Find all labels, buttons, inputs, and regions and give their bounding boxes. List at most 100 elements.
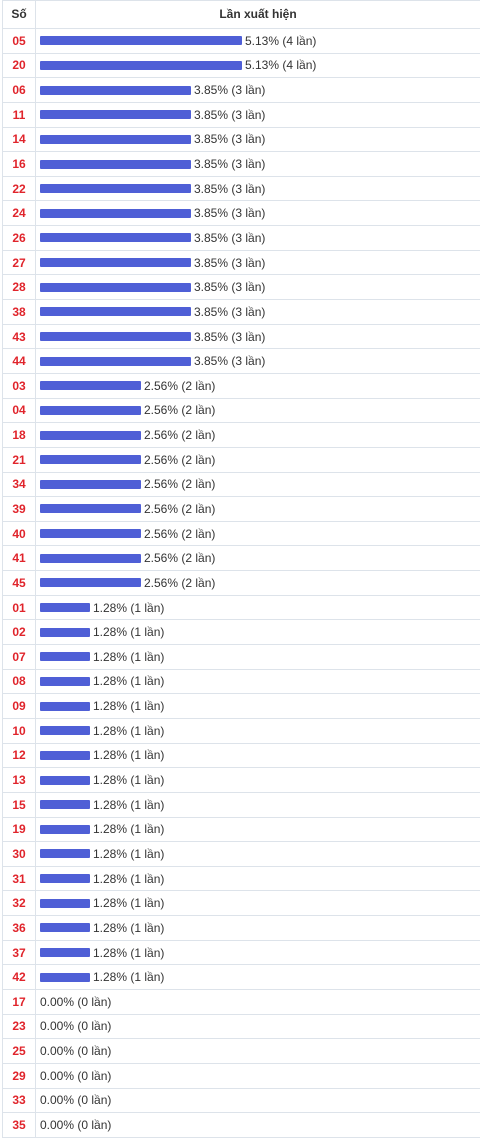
table-row: 10 1.28% (1 lần): [3, 718, 480, 744]
frequency-bar: [40, 381, 141, 391]
row-number: 24: [3, 201, 36, 226]
row-bar-cell: 0.00% (0 lần): [36, 1113, 480, 1137]
row-bar-cell: 1.28% (1 lần): [36, 842, 480, 866]
row-bar-cell: 3.85% (3 lần): [36, 152, 480, 176]
frequency-bar: [40, 701, 90, 711]
bar-label: 0.00% (0 lần): [40, 1093, 112, 1108]
bar-label: 3.85% (3 lần): [194, 329, 266, 344]
table-row: 40 2.56% (2 lần): [3, 521, 480, 547]
table-row: 13 1.28% (1 lần): [3, 768, 480, 793]
frequency-bar: [40, 85, 191, 95]
row-bar-cell: 3.85% (3 lần): [36, 300, 480, 324]
table-row: 28 3.85% (3 lần): [3, 275, 480, 301]
frequency-bar: [40, 356, 191, 366]
table-row: 38 3.85% (3 lần): [3, 300, 480, 325]
bar-label: 1.28% (1 lần): [93, 871, 165, 886]
row-bar-cell: 1.28% (1 lần): [36, 891, 480, 915]
row-bar-cell: 1.28% (1 lần): [36, 867, 480, 891]
bar-label: 1.28% (1 lần): [93, 625, 165, 640]
table-row: 33 0.00% (0 lần): [3, 1088, 480, 1114]
row-bar-cell: 1.28% (1 lần): [36, 916, 480, 940]
table-row: 16 3.85% (3 lần): [3, 152, 480, 177]
row-number: 11: [3, 102, 36, 127]
bar-label: 1.28% (1 lần): [93, 674, 165, 689]
frequency-bar: [40, 603, 90, 613]
bar-label: 2.56% (2 lần): [144, 378, 216, 393]
row-bar-cell: 1.28% (1 lần): [36, 818, 480, 842]
table-row: 29 0.00% (0 lần): [3, 1063, 480, 1089]
frequency-bar: [40, 405, 141, 415]
frequency-bar: [40, 800, 90, 810]
frequency-bar: [40, 972, 90, 982]
row-bar-cell: 1.28% (1 lần): [36, 768, 480, 792]
row-bar-cell: 3.85% (3 lần): [36, 128, 480, 152]
table-row: 03 2.56% (2 lần): [3, 373, 480, 399]
frequency-bar: [40, 455, 141, 465]
bar-label: 1.28% (1 lần): [93, 600, 165, 615]
row-number: 27: [3, 250, 36, 275]
row-number: 10: [3, 718, 36, 743]
table-body: 05 5.13% (4 lần) 20 5.13% (4 lần) 06 3.85% (3…: [3, 29, 480, 1138]
table-row: 15 1.28% (1 lần): [3, 792, 480, 818]
table-row: 11 3.85% (3 lần): [3, 102, 480, 128]
bar-label: 3.85% (3 lần): [194, 181, 266, 196]
row-bar-cell: 2.56% (2 lần): [36, 473, 480, 497]
table-row: 45 2.56% (2 lần): [3, 571, 480, 596]
row-bar-cell: 0.00% (0 lần): [36, 1089, 480, 1113]
bar-label: 1.28% (1 lần): [93, 797, 165, 812]
row-bar-cell: 1.28% (1 lần): [36, 645, 480, 669]
row-bar-cell: 3.85% (3 lần): [36, 78, 480, 102]
frequency-bar: [40, 332, 191, 341]
frequency-bar: [40, 110, 191, 120]
bar-label: 2.56% (2 lần): [144, 501, 216, 516]
row-number: 33: [3, 1088, 36, 1113]
table-row: 06 3.85% (3 lần): [3, 78, 480, 103]
row-number: 21: [3, 447, 36, 472]
row-bar-cell: 2.56% (2 lần): [36, 522, 480, 546]
bar-label: 2.56% (2 lần): [144, 551, 216, 566]
row-number: 31: [3, 866, 36, 891]
row-number: 37: [3, 940, 36, 965]
frequency-bar: [40, 726, 90, 736]
row-number: 15: [3, 792, 36, 817]
bar-label: 2.56% (2 lần): [144, 403, 216, 418]
table-row: 08 1.28% (1 lần): [3, 669, 480, 695]
row-bar-cell: 2.56% (2 lần): [36, 497, 480, 521]
frequency-bar: [40, 233, 191, 243]
bar-label: 2.56% (2 lần): [144, 428, 216, 443]
row-bar-cell: 2.56% (2 lần): [36, 374, 480, 398]
row-bar-cell: 0.00% (0 lần): [36, 1039, 480, 1063]
frequency-bar: [40, 184, 191, 194]
row-bar-cell: 3.85% (3 lần): [36, 177, 480, 201]
row-bar-cell: 3.85% (3 lần): [36, 103, 480, 127]
bar-label: 1.28% (1 lần): [93, 896, 165, 911]
table-row: 17 0.00% (0 lần): [3, 989, 480, 1015]
row-bar-cell: 0.00% (0 lần): [36, 1064, 480, 1088]
bar-label: 1.28% (1 lần): [93, 846, 165, 861]
table-row: 12 1.28% (1 lần): [3, 743, 480, 769]
bar-label: 1.28% (1 lần): [93, 773, 165, 788]
row-number: 39: [3, 497, 36, 521]
frequency-bar: [40, 430, 141, 440]
row-number: 04: [3, 398, 36, 423]
table-row: 19 1.28% (1 lần): [3, 817, 480, 843]
frequency-bar: [40, 553, 141, 563]
bar-label: 3.85% (3 lần): [194, 354, 266, 369]
frequency-bar: [40, 208, 191, 218]
frequency-bar: [40, 282, 191, 292]
row-bar-cell: 3.85% (3 lần): [36, 251, 480, 275]
row-number: 02: [3, 620, 36, 645]
row-number: 07: [3, 645, 36, 669]
table-row: 30 1.28% (1 lần): [3, 842, 480, 867]
row-number: 01: [3, 595, 36, 620]
table-row: 04 2.56% (2 lần): [3, 398, 480, 424]
table-row: 34 2.56% (2 lần): [3, 472, 480, 498]
bar-label: 3.85% (3 lần): [194, 132, 266, 147]
row-bar-cell: 3.85% (3 lần): [36, 201, 480, 225]
bar-label: 1.28% (1 lần): [93, 748, 165, 763]
frequency-bar: [40, 824, 90, 834]
row-bar-cell: 1.28% (1 lần): [36, 719, 480, 743]
row-number: 18: [3, 423, 36, 447]
table-row: 44 3.85% (3 lần): [3, 349, 480, 374]
row-number: 22: [3, 176, 36, 201]
